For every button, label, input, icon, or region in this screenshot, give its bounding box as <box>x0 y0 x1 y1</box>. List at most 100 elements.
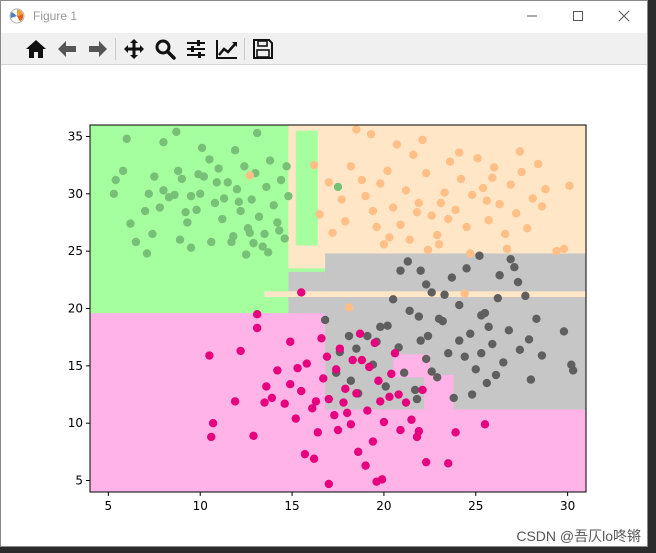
region-green <box>295 130 318 246</box>
data-point <box>460 352 469 361</box>
forward-button[interactable] <box>82 34 113 64</box>
data-point <box>344 331 354 341</box>
data-point <box>330 410 339 420</box>
x-tick-label: 15 <box>284 499 299 513</box>
data-point <box>488 173 497 182</box>
data-point <box>273 366 282 375</box>
data-point <box>462 222 471 232</box>
data-point <box>333 425 343 435</box>
data-point <box>491 370 501 380</box>
data-point <box>405 235 414 244</box>
minimize-button[interactable] <box>509 1 555 31</box>
edit-axis-button[interactable] <box>211 34 242 64</box>
decision-regions <box>90 125 586 492</box>
data-point <box>207 237 216 247</box>
y-tick-label: 35 <box>68 129 83 143</box>
data-point <box>208 418 218 428</box>
data-point <box>388 295 398 304</box>
data-point <box>357 355 367 365</box>
zoom-button[interactable] <box>149 34 180 64</box>
data-point <box>291 414 300 423</box>
data-point <box>379 417 389 427</box>
data-point <box>421 168 431 178</box>
subplots-button[interactable] <box>180 34 211 64</box>
data-point <box>433 373 442 382</box>
sliders-icon <box>186 39 205 58</box>
data-point <box>252 128 262 138</box>
data-point <box>352 344 361 353</box>
title-bar[interactable]: Figure 1 <box>1 1 647 31</box>
data-point <box>252 310 262 319</box>
data-point <box>205 155 214 164</box>
data-point <box>456 174 466 184</box>
data-point <box>230 146 240 155</box>
data-point <box>374 376 383 385</box>
data-point <box>368 206 378 216</box>
data-point <box>280 399 289 408</box>
data-point <box>368 437 378 446</box>
data-point <box>177 174 187 184</box>
data-point <box>263 248 273 257</box>
data-point <box>109 189 119 199</box>
y-axis-ticks: 5 10 15 20 25 30 35 <box>68 129 90 488</box>
data-point <box>236 346 245 356</box>
data-point <box>197 143 207 153</box>
x-tick-label: 10 <box>193 499 208 513</box>
figure-canvas[interactable]: 5 10 15 20 25 30 5 10 15 20 25 30 35 CSDN @吾仄lo咚锵 <box>1 65 647 546</box>
data-point <box>265 156 275 165</box>
data-point <box>223 178 232 187</box>
data-point <box>444 459 453 468</box>
data-point <box>155 203 165 212</box>
data-point <box>383 166 392 176</box>
data-point <box>475 251 484 260</box>
data-point <box>440 290 449 299</box>
data-point <box>170 190 179 200</box>
data-point <box>234 197 243 207</box>
data-point <box>322 352 332 361</box>
data-point <box>126 219 135 228</box>
save-button[interactable] <box>247 34 278 64</box>
data-point <box>394 390 403 399</box>
data-point <box>339 398 348 407</box>
data-point <box>249 238 258 248</box>
data-point <box>192 205 201 215</box>
toolbar-separator <box>115 37 116 60</box>
data-point <box>355 329 365 338</box>
back-button[interactable] <box>51 34 82 64</box>
data-point <box>473 154 482 163</box>
data-point <box>297 288 306 297</box>
data-point <box>467 390 477 399</box>
minimize-icon <box>527 15 537 17</box>
home-button[interactable] <box>20 34 51 64</box>
data-point <box>366 129 376 139</box>
close-icon <box>618 10 630 22</box>
data-point <box>341 217 350 226</box>
data-point <box>455 300 464 310</box>
data-point <box>523 224 532 233</box>
data-point <box>282 162 291 171</box>
scatter-plot[interactable]: 5 10 15 20 25 30 5 10 15 20 25 30 35 CSDN @吾仄lo咚锵 <box>1 65 647 546</box>
data-point <box>541 185 550 194</box>
data-point <box>416 266 425 275</box>
data-point <box>480 308 490 318</box>
data-points <box>109 125 578 489</box>
data-point <box>370 338 379 348</box>
data-point <box>324 178 334 187</box>
data-point <box>346 420 356 429</box>
data-point <box>286 337 295 346</box>
maximize-button[interactable] <box>555 1 601 31</box>
data-point <box>482 196 491 205</box>
pan-button[interactable] <box>118 34 149 64</box>
data-point <box>427 288 436 297</box>
data-point <box>142 249 152 258</box>
data-point <box>477 349 486 358</box>
data-point <box>227 237 236 247</box>
data-point <box>241 250 251 259</box>
close-button[interactable] <box>601 1 647 31</box>
data-point <box>466 329 475 338</box>
data-point <box>396 220 405 229</box>
data-point <box>504 326 514 335</box>
data-point <box>434 240 444 249</box>
data-point <box>376 397 385 406</box>
data-point <box>212 178 221 187</box>
